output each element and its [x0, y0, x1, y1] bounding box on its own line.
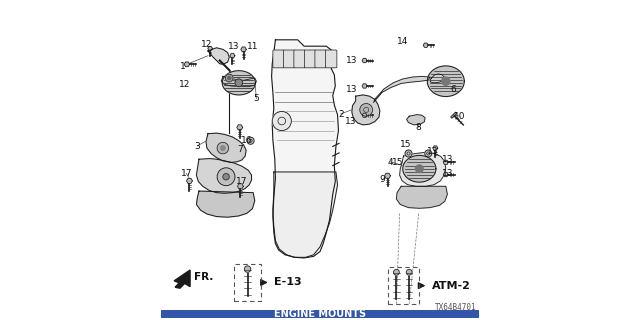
- Polygon shape: [430, 74, 444, 83]
- Polygon shape: [196, 159, 252, 193]
- Circle shape: [225, 74, 233, 82]
- Text: 3: 3: [195, 142, 200, 151]
- Circle shape: [223, 173, 229, 180]
- Polygon shape: [374, 76, 430, 102]
- Polygon shape: [186, 178, 193, 183]
- Bar: [234, 264, 261, 301]
- Text: 9: 9: [380, 175, 385, 184]
- FancyBboxPatch shape: [325, 50, 337, 68]
- Polygon shape: [237, 125, 243, 130]
- Bar: [161, 309, 479, 318]
- Polygon shape: [362, 113, 367, 117]
- Circle shape: [244, 266, 251, 272]
- Text: 11: 11: [248, 42, 259, 51]
- Text: 17: 17: [236, 177, 248, 186]
- Polygon shape: [444, 172, 448, 177]
- Polygon shape: [273, 172, 337, 257]
- Text: 13: 13: [228, 42, 240, 51]
- Polygon shape: [406, 115, 425, 125]
- Polygon shape: [184, 62, 189, 67]
- Polygon shape: [208, 46, 212, 50]
- Polygon shape: [237, 184, 243, 189]
- Circle shape: [221, 146, 225, 150]
- Text: 12: 12: [179, 80, 190, 89]
- FancyBboxPatch shape: [305, 50, 316, 68]
- Text: 13: 13: [428, 147, 439, 156]
- Text: 10: 10: [454, 112, 466, 121]
- Polygon shape: [174, 270, 190, 288]
- Circle shape: [272, 111, 291, 131]
- Circle shape: [406, 269, 412, 275]
- Bar: [388, 268, 419, 304]
- Circle shape: [425, 150, 432, 157]
- Text: 13: 13: [346, 85, 358, 94]
- Polygon shape: [444, 160, 448, 164]
- Polygon shape: [230, 54, 235, 58]
- Circle shape: [394, 269, 399, 275]
- Text: ENGINE MOUNTS: ENGINE MOUNTS: [274, 309, 366, 319]
- Text: FR.: FR.: [194, 272, 214, 282]
- Circle shape: [415, 165, 423, 172]
- Polygon shape: [221, 76, 256, 87]
- Polygon shape: [399, 152, 446, 186]
- Polygon shape: [241, 47, 246, 52]
- Polygon shape: [403, 156, 436, 182]
- Polygon shape: [385, 173, 390, 178]
- Circle shape: [235, 79, 243, 87]
- FancyBboxPatch shape: [284, 50, 295, 68]
- Circle shape: [217, 142, 228, 154]
- Text: 16: 16: [241, 136, 253, 145]
- Text: 6: 6: [451, 85, 456, 94]
- Text: 15: 15: [392, 158, 404, 167]
- FancyBboxPatch shape: [315, 50, 326, 68]
- Polygon shape: [433, 146, 438, 150]
- Text: TX64B4701: TX64B4701: [435, 303, 476, 312]
- Text: 4: 4: [387, 158, 393, 167]
- Text: 14: 14: [397, 37, 408, 46]
- FancyBboxPatch shape: [273, 50, 284, 68]
- Text: 1: 1: [180, 62, 186, 71]
- Text: ATM-2: ATM-2: [431, 281, 470, 291]
- Polygon shape: [428, 66, 464, 97]
- Text: E-13: E-13: [274, 277, 301, 287]
- Polygon shape: [206, 133, 246, 163]
- FancyBboxPatch shape: [294, 50, 305, 68]
- Polygon shape: [196, 191, 255, 217]
- Polygon shape: [362, 84, 367, 88]
- Text: 17: 17: [180, 169, 192, 178]
- Circle shape: [217, 168, 235, 186]
- Text: 13: 13: [346, 56, 358, 65]
- Text: 15: 15: [400, 140, 412, 149]
- Text: 13: 13: [344, 116, 356, 125]
- Polygon shape: [362, 58, 367, 63]
- Text: 13: 13: [442, 155, 453, 164]
- Text: 8: 8: [416, 123, 422, 132]
- Polygon shape: [208, 48, 229, 64]
- Polygon shape: [222, 71, 255, 95]
- Text: 7: 7: [237, 145, 243, 154]
- Text: 13: 13: [442, 169, 453, 178]
- Polygon shape: [451, 112, 456, 118]
- Polygon shape: [423, 43, 428, 47]
- Circle shape: [247, 137, 254, 144]
- Text: 2: 2: [338, 110, 344, 119]
- Polygon shape: [271, 40, 339, 258]
- Polygon shape: [352, 95, 380, 125]
- Circle shape: [360, 103, 372, 116]
- Circle shape: [228, 76, 231, 80]
- Circle shape: [442, 77, 450, 85]
- Text: 12: 12: [201, 40, 212, 49]
- Polygon shape: [396, 186, 447, 208]
- Circle shape: [405, 150, 412, 157]
- Text: 5: 5: [253, 94, 259, 103]
